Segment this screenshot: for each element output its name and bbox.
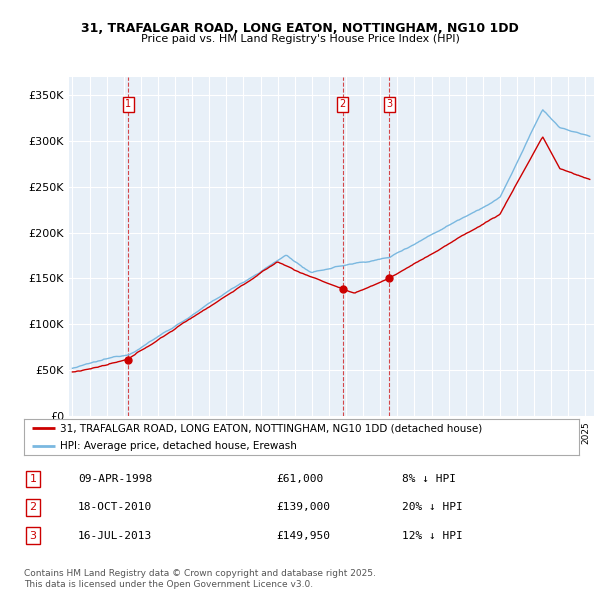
- Text: 31, TRAFALGAR ROAD, LONG EATON, NOTTINGHAM, NG10 1DD: 31, TRAFALGAR ROAD, LONG EATON, NOTTINGH…: [81, 22, 519, 35]
- Text: Contains HM Land Registry data © Crown copyright and database right 2025.
This d: Contains HM Land Registry data © Crown c…: [24, 569, 376, 589]
- Text: 1: 1: [125, 99, 131, 109]
- Text: 09-APR-1998: 09-APR-1998: [78, 474, 152, 484]
- Text: 16-JUL-2013: 16-JUL-2013: [78, 531, 152, 540]
- Text: 3: 3: [29, 531, 37, 540]
- Text: 18-OCT-2010: 18-OCT-2010: [78, 503, 152, 512]
- Text: £149,950: £149,950: [276, 531, 330, 540]
- Text: 12% ↓ HPI: 12% ↓ HPI: [402, 531, 463, 540]
- Text: £61,000: £61,000: [276, 474, 323, 484]
- Text: 1: 1: [29, 474, 37, 484]
- Text: 20% ↓ HPI: 20% ↓ HPI: [402, 503, 463, 512]
- Text: 2: 2: [29, 503, 37, 512]
- Text: 2: 2: [340, 99, 346, 109]
- Text: 8% ↓ HPI: 8% ↓ HPI: [402, 474, 456, 484]
- Text: 3: 3: [386, 99, 392, 109]
- Text: 31, TRAFALGAR ROAD, LONG EATON, NOTTINGHAM, NG10 1DD (detached house): 31, TRAFALGAR ROAD, LONG EATON, NOTTINGH…: [60, 423, 482, 433]
- Text: £139,000: £139,000: [276, 503, 330, 512]
- Text: HPI: Average price, detached house, Erewash: HPI: Average price, detached house, Erew…: [60, 441, 297, 451]
- Text: Price paid vs. HM Land Registry's House Price Index (HPI): Price paid vs. HM Land Registry's House …: [140, 34, 460, 44]
